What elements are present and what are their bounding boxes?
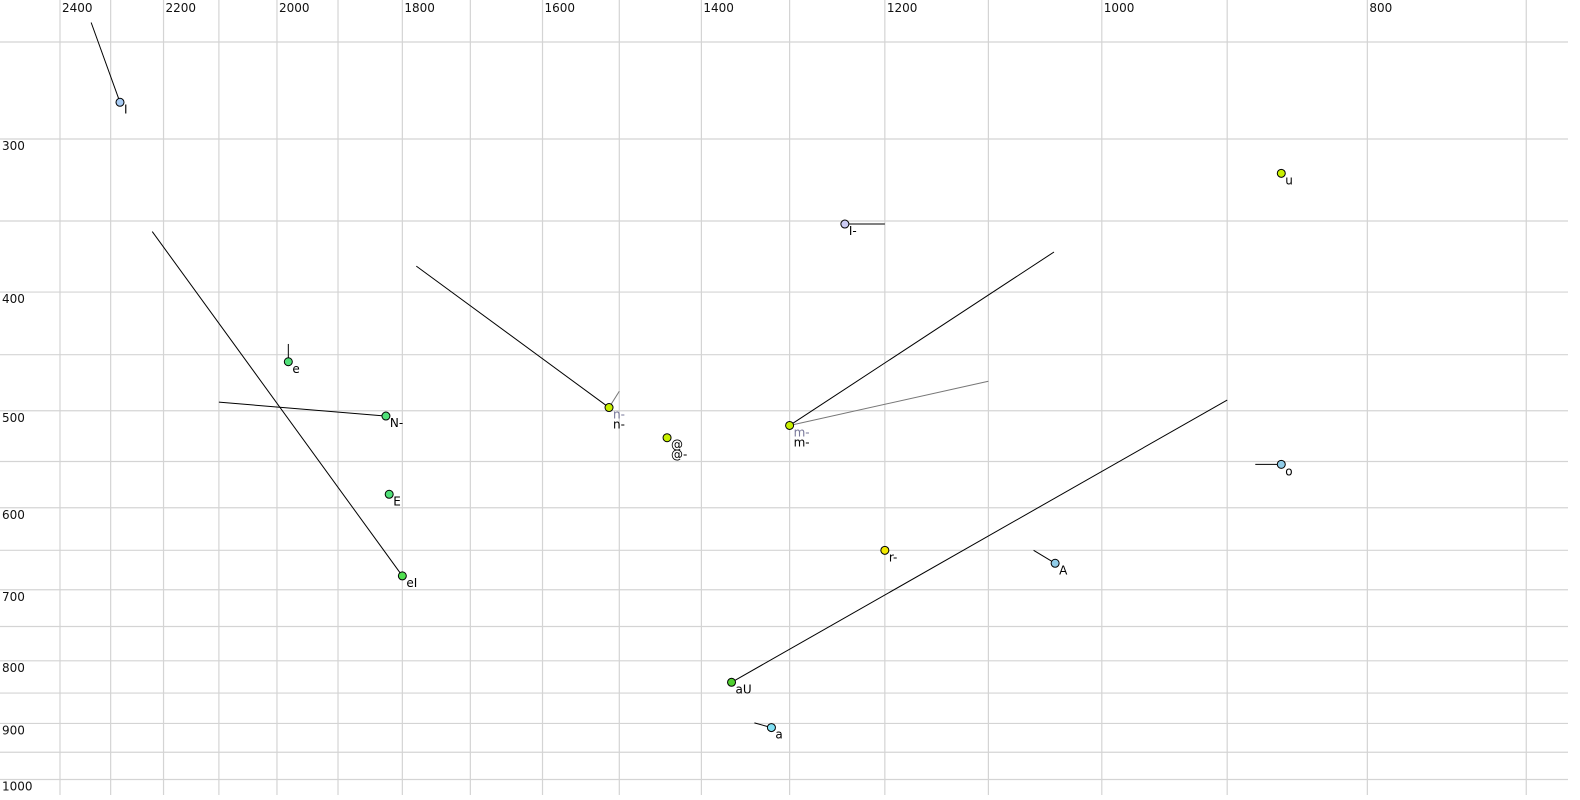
x-tick-label: 2000 — [279, 1, 310, 15]
point-label: eI — [406, 576, 417, 590]
x-tick-label: 1400 — [703, 1, 734, 15]
trajectories — [90, 22, 1282, 729]
trajectory-line — [416, 265, 610, 408]
data-point — [727, 677, 737, 687]
x-tick-label: 1600 — [545, 1, 576, 15]
tick-labels: 2400 2200 2000 1800 1600 1400 1200 1000 800 300 40… — [2, 1, 1392, 794]
data-point — [397, 571, 407, 581]
data-point — [766, 723, 776, 733]
x-tick-label: 800 — [1369, 1, 1392, 15]
y-tick-label: 300 — [2, 139, 25, 153]
x-tick-label: 2200 — [166, 1, 197, 15]
y-tick-label: 900 — [2, 723, 25, 737]
point-label: r- — [889, 550, 898, 564]
data-point — [1276, 168, 1286, 178]
x-tick-label: 1000 — [1104, 1, 1135, 15]
point-label: m- — [794, 435, 810, 449]
data-points: Ie N- EeI n-n- @@- m-m- I-u o r- AaU a — [115, 97, 1293, 742]
data-point — [1050, 558, 1060, 568]
point-label: @- — [671, 448, 687, 462]
trajectory-line — [789, 380, 989, 426]
point-label: E — [393, 494, 401, 508]
y-tick-label: 1000 — [2, 780, 33, 794]
trajectory-line — [789, 251, 1055, 426]
point-label: @ — [671, 438, 683, 452]
point-label: m- — [794, 425, 810, 439]
data-point — [283, 357, 293, 367]
data-point — [880, 545, 890, 555]
trajectory-line — [218, 401, 386, 417]
data-point — [840, 219, 850, 229]
y-tick-label: 800 — [2, 661, 25, 675]
data-point — [662, 433, 672, 443]
point-label: n- — [613, 408, 625, 422]
y-tick-label: 400 — [2, 292, 25, 306]
point-label: N- — [390, 416, 403, 430]
data-point — [381, 411, 391, 421]
x-tick-label: 1800 — [404, 1, 435, 15]
data-point — [384, 489, 394, 499]
point-label: I- — [849, 224, 857, 238]
point-label: o — [1285, 464, 1292, 478]
y-tick-label: 500 — [2, 411, 25, 425]
trajectory-line — [90, 22, 121, 103]
y-tick-label: 700 — [2, 590, 25, 604]
point-label: a — [775, 728, 782, 742]
data-point — [785, 420, 795, 430]
point-label: e — [292, 362, 299, 376]
y-tick-label: 600 — [2, 508, 25, 522]
data-point — [604, 403, 614, 413]
x-tick-label: 2400 — [62, 1, 93, 15]
data-point — [115, 97, 125, 107]
point-label: u — [1285, 173, 1293, 187]
trajectory-line — [151, 231, 403, 577]
point-label: aU — [736, 682, 752, 696]
point-label: I — [124, 102, 128, 116]
trajectory-line — [731, 399, 1228, 683]
x-tick-label: 1200 — [887, 1, 918, 15]
point-label: A — [1059, 563, 1068, 577]
point-label: n- — [613, 418, 625, 432]
data-point — [1276, 459, 1286, 469]
